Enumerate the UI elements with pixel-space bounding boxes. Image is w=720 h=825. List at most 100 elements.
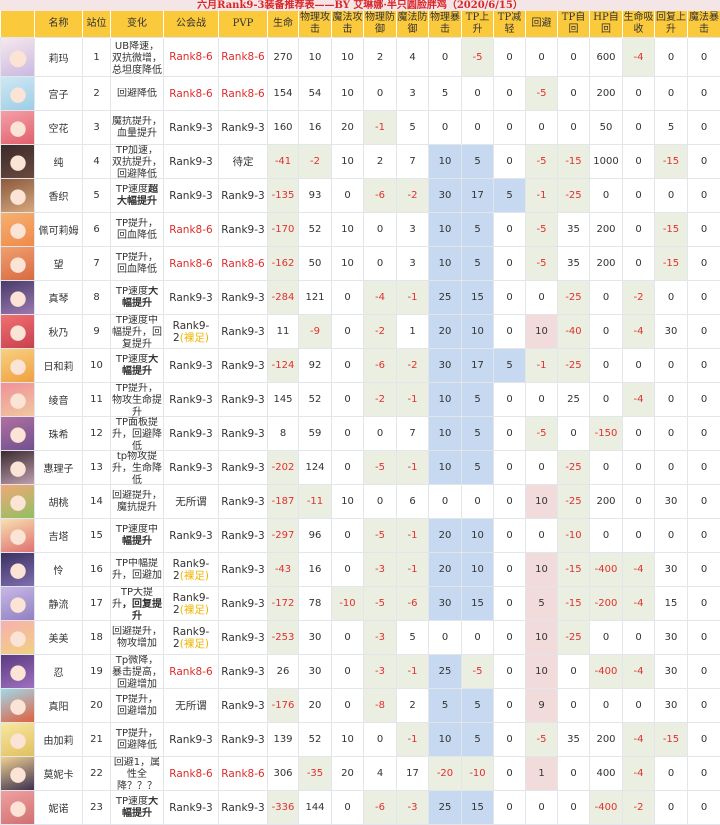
character-name: 忍 — [35, 655, 83, 689]
stat-魔法攻击: 0 — [332, 655, 364, 689]
stat-TP自回: 0 — [558, 111, 590, 145]
guild-rank: Rank8-6 — [164, 213, 219, 247]
stat-生命: 270 — [268, 38, 299, 77]
change-cell: 回避降低 — [111, 77, 164, 111]
stat-回避: 10 — [526, 655, 558, 689]
column-header[interactable]: TP自回 — [558, 11, 590, 38]
column-header[interactable]: 站位 — [83, 11, 111, 38]
character-name: 秋乃 — [35, 315, 83, 349]
change-cell: TP速度中幅提升 — [111, 519, 164, 553]
stat-魔法防御: 3 — [397, 247, 429, 281]
stat-物理防御: 0 — [364, 213, 397, 247]
stat-生命吸收: -4 — [623, 587, 655, 621]
column-header[interactable]: PVP — [219, 11, 268, 38]
stat-魔法暴击: 0 — [688, 145, 720, 179]
guild-rank: Rank8-6 — [164, 655, 219, 689]
stat-TP上升: 5 — [462, 247, 494, 281]
column-header[interactable]: 魔法攻击 — [332, 11, 364, 38]
avatar — [1, 723, 35, 756]
column-header[interactable]: TP减轻 — [494, 11, 526, 38]
stat-物理防御: -6 — [364, 179, 397, 213]
position: 14 — [83, 485, 111, 519]
stat-魔法攻击: 10 — [332, 38, 364, 77]
change-normal: TP速度 — [116, 286, 148, 297]
character-name: 真阳 — [35, 689, 83, 723]
column-header[interactable]: 物理攻击 — [299, 11, 332, 38]
stat-物理暴击: -20 — [429, 757, 462, 791]
stat-魔法攻击: 0 — [332, 417, 364, 451]
guild-rank-value: Rank9-3 — [164, 190, 218, 202]
avatar-cell — [1, 247, 35, 281]
column-header[interactable]: 物理防御 — [364, 11, 397, 38]
guild-rank-value: Rank8-6 — [164, 224, 218, 236]
avatar-cell — [1, 451, 35, 485]
column-header[interactable]: HP自回 — [590, 11, 623, 38]
column-header[interactable]: 物理暴击 — [429, 11, 462, 38]
stat-生命吸收: -4 — [623, 315, 655, 349]
guild-rank-value: Rank8-6 — [164, 258, 218, 270]
pvp-rank: Rank8-6 — [219, 247, 268, 281]
stat-回复上升: 30 — [655, 485, 688, 519]
position: 23 — [83, 791, 111, 825]
guild-rank: Rank9-3 — [164, 417, 219, 451]
guild-rank-text: Rank9-3 — [169, 802, 212, 814]
column-header[interactable]: 回复上升 — [655, 11, 688, 38]
change-text: TP面板提升，回避降低 — [111, 417, 163, 450]
stat-物理防御: 0 — [364, 247, 397, 281]
stat-HP自回: 0 — [590, 621, 623, 655]
avatar — [1, 485, 35, 518]
stat-魔法暴击: 0 — [688, 485, 720, 519]
column-header[interactable]: 回避 — [526, 11, 558, 38]
stat-TP上升: 0 — [462, 621, 494, 655]
stat-物理攻击: 52 — [299, 723, 332, 757]
character-name: 空花 — [35, 111, 83, 145]
pvp-rank-value: Rank9-3 — [219, 292, 267, 304]
stat-生命: -176 — [268, 689, 299, 723]
change-cell: TP提升，回避降低 — [111, 723, 164, 757]
pvp-rank: Rank9-3 — [219, 485, 268, 519]
column-header[interactable]: 生命吸收 — [623, 11, 655, 38]
stat-TP减轻: 0 — [494, 519, 526, 553]
stat-回复上升: 0 — [655, 757, 688, 791]
column-header[interactable]: 魔法暴击 — [688, 11, 720, 38]
stat-生命吸收: 0 — [623, 247, 655, 281]
stat-HP自回: 600 — [590, 38, 623, 77]
column-header[interactable]: 公会战 — [164, 11, 219, 38]
stat-魔法暴击: 0 — [688, 791, 720, 825]
column-header[interactable]: 变化 — [111, 11, 164, 38]
position: 1 — [83, 38, 111, 77]
avatar — [1, 553, 35, 586]
column-header[interactable]: 名称 — [35, 11, 83, 38]
stat-物理防御: -2 — [364, 315, 397, 349]
stat-TP减轻: 5 — [494, 349, 526, 383]
stat-魔法暴击: 0 — [688, 179, 720, 213]
position: 5 — [83, 179, 111, 213]
stat-TP自回: -25 — [558, 451, 590, 485]
stat-魔法防御: 17 — [397, 757, 429, 791]
position: 2 — [83, 77, 111, 111]
stat-回避: 10 — [526, 621, 558, 655]
column-header[interactable]: 生命 — [268, 11, 299, 38]
stat-物理攻击: 30 — [299, 655, 332, 689]
stat-回复上升: 0 — [655, 38, 688, 77]
column-header[interactable]: TP上升 — [462, 11, 494, 38]
stat-物理防御: -3 — [364, 655, 397, 689]
column-header[interactable]: 魔法防御 — [397, 11, 429, 38]
stat-魔法暴击: 0 — [688, 247, 720, 281]
change-text: TP速度中幅提升，回复提升 — [111, 315, 163, 348]
pvp-rank-text: Rank9-3 — [221, 394, 264, 406]
stat-TP自回: -40 — [558, 315, 590, 349]
change-text: TP提升，物攻生命提升 — [111, 383, 163, 416]
character-name: 静流 — [35, 587, 83, 621]
stat-物理防御: -5 — [364, 451, 397, 485]
stat-生命: -135 — [268, 179, 299, 213]
pvp-rank: Rank9-3 — [219, 655, 268, 689]
guild-rank: 无所谓 — [164, 485, 219, 519]
pvp-rank-text: Rank9-3 — [221, 632, 264, 644]
stat-HP自回: 0 — [590, 519, 623, 553]
stat-回避: 5 — [526, 587, 558, 621]
stat-物理攻击: 92 — [299, 349, 332, 383]
change-normal: Tp微降，暴击提高，回避增加 — [112, 655, 162, 688]
